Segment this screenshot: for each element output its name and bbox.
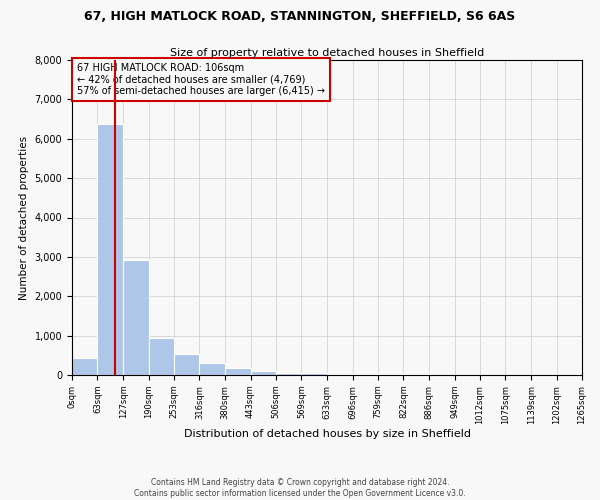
Bar [353,374,378,375]
Title: Size of property relative to detached houses in Sheffield: Size of property relative to detached ho… [170,48,484,58]
Bar [301,374,327,375]
Bar [403,374,429,375]
Text: 67 HIGH MATLOCK ROAD: 106sqm
← 42% of detached houses are smaller (4,769)
57% of: 67 HIGH MATLOCK ROAD: 106sqm ← 42% of de… [77,63,325,96]
Bar [174,354,199,375]
Y-axis label: Number of detached properties: Number of detached properties [19,136,29,300]
Bar [327,374,353,375]
X-axis label: Distribution of detached houses by size in Sheffield: Distribution of detached houses by size … [184,430,470,440]
Bar [225,368,251,375]
Bar [199,363,225,375]
Bar [149,338,174,375]
Bar [378,374,403,375]
Bar [123,260,149,375]
Text: 67, HIGH MATLOCK ROAD, STANNINGTON, SHEFFIELD, S6 6AS: 67, HIGH MATLOCK ROAD, STANNINGTON, SHEF… [85,10,515,23]
Bar [97,124,123,375]
Text: Contains HM Land Registry data © Crown copyright and database right 2024.
Contai: Contains HM Land Registry data © Crown c… [134,478,466,498]
Bar [72,358,97,375]
Bar [276,372,301,375]
Bar [251,371,276,375]
